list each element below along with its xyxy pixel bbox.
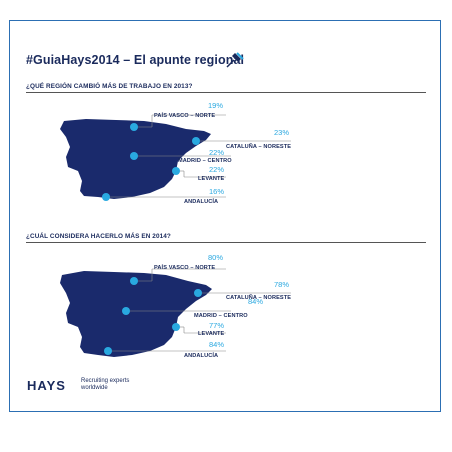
hays-logo: HAYS [27, 378, 66, 393]
label-levante: LEVANTE [198, 176, 225, 182]
value-levante: 22% [209, 165, 225, 174]
label-cataluna: CATALUÑA – NORESTE [226, 144, 292, 150]
section-2014: ¿CUÁL CONSIDERA HACERLO MÁS EN 2014? 80%… [26, 233, 426, 359]
dot-cataluna [192, 137, 200, 145]
label-pais-vasco: PAÍS VASCO – NORTE [154, 113, 216, 119]
spain-shape [60, 271, 212, 357]
spain-map-2013 [60, 114, 291, 201]
dot-levante [172, 167, 180, 175]
value-pais-vasco: 19% [208, 101, 224, 110]
label-madrid: MADRID – CENTRO [178, 158, 232, 164]
value-madrid-2014: 84% [248, 297, 264, 306]
value-levante-2014: 77% [209, 321, 225, 330]
dot-cataluna [194, 289, 202, 297]
dot-madrid [130, 152, 138, 160]
label-andalucia: ANDALUCÍA [184, 199, 219, 205]
value-pais-vasco-2014: 80% [208, 253, 224, 262]
value-madrid: 22% [209, 148, 225, 157]
value-cataluna: 23% [274, 128, 290, 137]
question-2013: ¿QUÉ REGIÓN CAMBIÓ MÁS DE TRABAJO EN 201… [26, 83, 426, 93]
section-2013: ¿QUÉ REGIÓN CAMBIÓ MÁS DE TRABAJO EN 201… [26, 83, 426, 205]
tagline-line-2: worldwide [81, 385, 108, 391]
tagline-line-1: Recruiting experts [81, 378, 130, 384]
dot-andalucia [104, 347, 112, 355]
dot-pais-vasco [130, 123, 138, 131]
value-andalucia-2014: 84% [209, 340, 225, 349]
label-pais-vasco-2014: PAÍS VASCO – NORTE [154, 265, 216, 271]
dot-andalucia [102, 193, 110, 201]
question-2014: ¿CUÁL CONSIDERA HACERLO MÁS EN 2014? [26, 233, 426, 243]
spain-map-2014 [60, 268, 291, 357]
pushpin-icon [226, 52, 244, 68]
label-madrid-2014: MADRID – CENTRO [194, 313, 248, 319]
value-andalucia: 16% [209, 187, 225, 196]
dot-levante [172, 323, 180, 331]
hays-tagline: Recruiting experts worldwide [81, 378, 129, 392]
dot-madrid [122, 307, 130, 315]
page-title: #GuiaHays2014 – El apunte regional [26, 53, 245, 67]
label-cataluna-2014: CATALUÑA – NORESTE [226, 295, 292, 301]
value-cataluna-2014: 78% [274, 280, 290, 289]
label-andalucia-2014: ANDALUCÍA [184, 353, 219, 359]
dot-pais-vasco [130, 277, 138, 285]
label-levante-2014: LEVANTE [198, 331, 225, 337]
